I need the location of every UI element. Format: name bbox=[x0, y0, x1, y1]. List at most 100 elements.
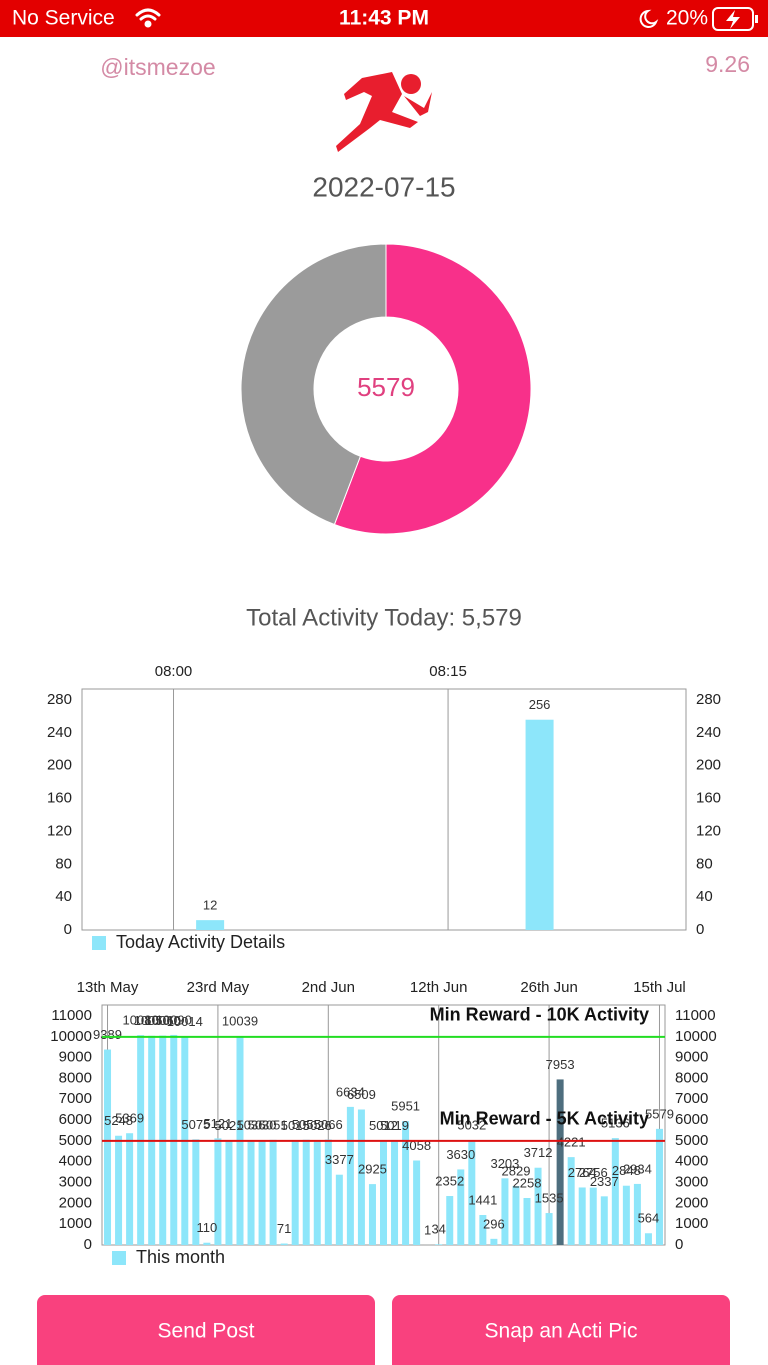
y2-tick-label: 3000 bbox=[675, 1174, 708, 1191]
y2-tick-label: 4000 bbox=[675, 1153, 708, 1170]
y2-tick-label: 40 bbox=[696, 888, 713, 905]
legend-label: This month bbox=[136, 1247, 225, 1267]
y2-tick-label: 1000 bbox=[675, 1215, 708, 1232]
y-tick-label: 1000 bbox=[59, 1215, 92, 1232]
y-tick-label: 80 bbox=[55, 855, 72, 872]
total-activity: Total Activity Today: 5,579 bbox=[246, 604, 522, 631]
y-tick-label: 8000 bbox=[59, 1069, 92, 1086]
value-label: 10050 bbox=[134, 1013, 170, 1028]
value-label: 2764 bbox=[568, 1165, 597, 1180]
value-label: 5951 bbox=[391, 1099, 420, 1114]
value-label: 5030 bbox=[248, 1118, 277, 1133]
value-label: 6634 bbox=[336, 1084, 365, 1099]
value-label: 5121 bbox=[203, 1116, 232, 1131]
button-label[interactable]: Send Post bbox=[158, 1320, 255, 1343]
value-label: 34 bbox=[431, 1222, 445, 1237]
bar bbox=[380, 1140, 387, 1245]
bar bbox=[280, 1243, 288, 1245]
bar bbox=[313, 1140, 321, 1245]
x-tick-label: 13th May bbox=[77, 979, 139, 996]
value-label: 1535 bbox=[535, 1190, 564, 1205]
bar bbox=[225, 1140, 233, 1245]
battery-icon bbox=[712, 7, 758, 31]
bar bbox=[655, 1128, 663, 1245]
y2-tick-label: 160 bbox=[696, 790, 721, 807]
donut-center-label: 5579 bbox=[357, 372, 415, 402]
bar bbox=[269, 1139, 277, 1245]
button-bg[interactable] bbox=[37, 1295, 375, 1365]
x-tick-label: 23rd May bbox=[187, 979, 250, 996]
y2-tick-label: 8000 bbox=[675, 1069, 708, 1086]
value-label: 296 bbox=[483, 1216, 505, 1231]
value-label: 5075 bbox=[181, 1117, 210, 1132]
bar bbox=[479, 1215, 487, 1245]
y-tick-label: 0 bbox=[84, 1236, 92, 1253]
bar bbox=[457, 1169, 465, 1245]
value-label: 12 bbox=[203, 898, 217, 913]
y2-tick-label: 0 bbox=[696, 921, 704, 938]
bar bbox=[567, 1157, 575, 1245]
value-label: 71 bbox=[277, 1221, 291, 1236]
value-label: 564 bbox=[638, 1211, 660, 1226]
carrier: No Service bbox=[12, 7, 115, 30]
value-label: 6509 bbox=[347, 1087, 376, 1102]
bar bbox=[115, 1135, 123, 1245]
bar bbox=[247, 1140, 255, 1245]
x-tick-label: 15th Jul bbox=[633, 979, 686, 996]
value-label: 3712 bbox=[524, 1145, 553, 1160]
x-tick-label: 26th Jun bbox=[520, 979, 578, 996]
bar bbox=[633, 1183, 641, 1245]
value-label: 5026 bbox=[303, 1118, 332, 1133]
username: @itsmezoe bbox=[100, 54, 215, 80]
button-label[interactable]: Snap an Acti Pic bbox=[485, 1320, 638, 1343]
x-tick-label: 12th Jun bbox=[410, 979, 468, 996]
y2-tick-label: 11000 bbox=[675, 1007, 716, 1024]
plot-frame bbox=[81, 688, 687, 931]
value-label: 5051 bbox=[259, 1117, 288, 1132]
value-label: 3377 bbox=[325, 1152, 354, 1167]
bar bbox=[545, 1213, 553, 1245]
y-tick-label: 11000 bbox=[51, 1007, 92, 1024]
value-label: 5248 bbox=[104, 1113, 133, 1128]
bar bbox=[525, 719, 554, 930]
snap-pic-button[interactable]: Snap an Acti Pic bbox=[392, 1295, 730, 1365]
y2-tick-label: 200 bbox=[696, 757, 721, 774]
bar bbox=[357, 1109, 365, 1245]
value-label: 5055 bbox=[292, 1117, 321, 1132]
bar bbox=[600, 1196, 608, 1245]
bar bbox=[534, 1167, 542, 1245]
bar bbox=[611, 1138, 619, 1245]
value-label: 5032 bbox=[457, 1118, 486, 1133]
y2-tick-label: 120 bbox=[696, 822, 721, 839]
y-tick-label: 160 bbox=[47, 790, 72, 807]
bar bbox=[214, 1138, 222, 1245]
legend-swatch bbox=[112, 1251, 126, 1265]
y-tick-label: 120 bbox=[47, 822, 72, 839]
y-tick-label: 2000 bbox=[59, 1194, 92, 1211]
value-label: 4221 bbox=[557, 1135, 586, 1150]
x-tick-label: 2nd Jun bbox=[302, 979, 355, 996]
donut-slice bbox=[240, 243, 387, 526]
value-label: 10090 bbox=[156, 1012, 192, 1027]
runner-icon bbox=[336, 72, 432, 152]
y2-tick-label: 5000 bbox=[675, 1132, 708, 1149]
bar bbox=[391, 1140, 399, 1245]
bar bbox=[578, 1187, 586, 1245]
bar bbox=[446, 1196, 454, 1245]
value-label: 5015 bbox=[281, 1118, 310, 1133]
send-post-button[interactable]: Send Post bbox=[37, 1295, 375, 1365]
value-label: 256 bbox=[529, 697, 551, 712]
moon-icon bbox=[639, 9, 659, 28]
x-tick-label: 08:00 bbox=[155, 663, 193, 680]
value-label: 10060 bbox=[145, 1013, 181, 1028]
y-tick-label: 5000 bbox=[59, 1132, 92, 1149]
bar bbox=[291, 1140, 299, 1245]
y-tick-label: 3000 bbox=[59, 1174, 92, 1191]
value-label: 2337 bbox=[590, 1174, 619, 1189]
button-bg[interactable] bbox=[392, 1295, 730, 1365]
bar bbox=[589, 1187, 597, 1245]
bar bbox=[501, 1178, 509, 1245]
date: 2022-07-15 bbox=[312, 171, 455, 202]
value-label: 5036 bbox=[237, 1118, 266, 1133]
y-tick-label: 40 bbox=[55, 888, 72, 905]
